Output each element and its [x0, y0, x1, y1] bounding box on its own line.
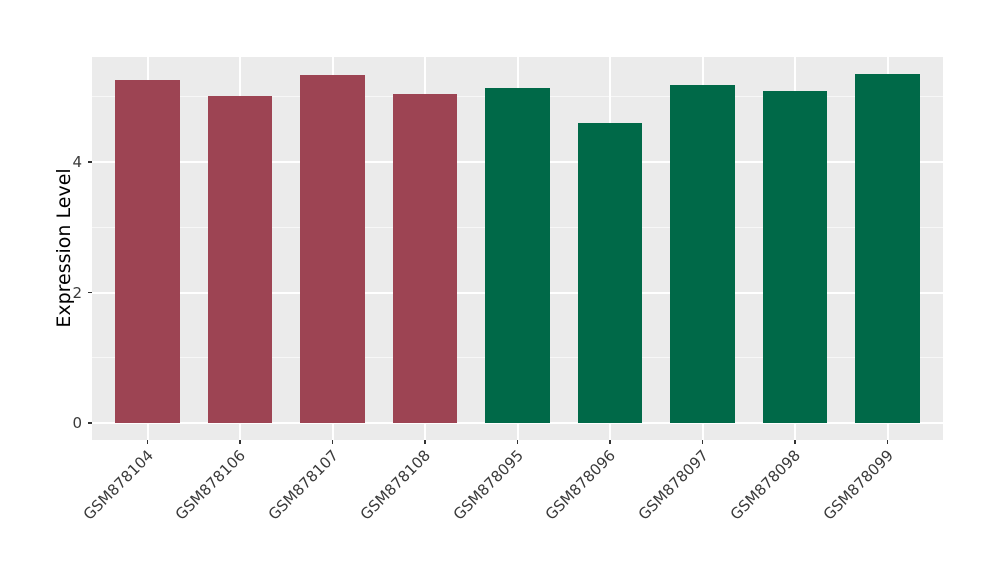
x-tick-mark [146, 440, 149, 444]
bar-GSM878095 [485, 88, 550, 423]
y-tick-label: 2 [72, 283, 82, 302]
bar-GSM878097 [670, 85, 735, 423]
x-tick-mark [331, 440, 334, 444]
y-tick-mark [88, 422, 92, 424]
bar-GSM878099 [855, 73, 920, 423]
x-tick-mark [239, 440, 241, 444]
x-tick-mark [424, 440, 426, 444]
plot-panel [92, 57, 943, 440]
x-tick-mark [609, 440, 611, 444]
bar-GSM878104 [115, 79, 180, 423]
bar-GSM878108 [392, 94, 458, 423]
x-tick-label: GSM878099 [819, 446, 897, 524]
bar-GSM878106 [207, 96, 273, 423]
x-tick-mark [794, 440, 796, 444]
x-tick-mark [886, 440, 889, 444]
bar-GSM878107 [300, 75, 365, 423]
x-tick-mark [701, 440, 704, 444]
y-axis-title: Expression Level [53, 168, 75, 328]
bar-GSM878098 [762, 90, 828, 423]
bar-GSM878096 [577, 122, 643, 423]
x-tick-mark [516, 440, 519, 444]
y-tick-mark [88, 161, 92, 163]
y-tick-label: 0 [72, 414, 82, 432]
y-tick-label: 4 [72, 153, 82, 171]
y-tick-mark [88, 291, 92, 294]
